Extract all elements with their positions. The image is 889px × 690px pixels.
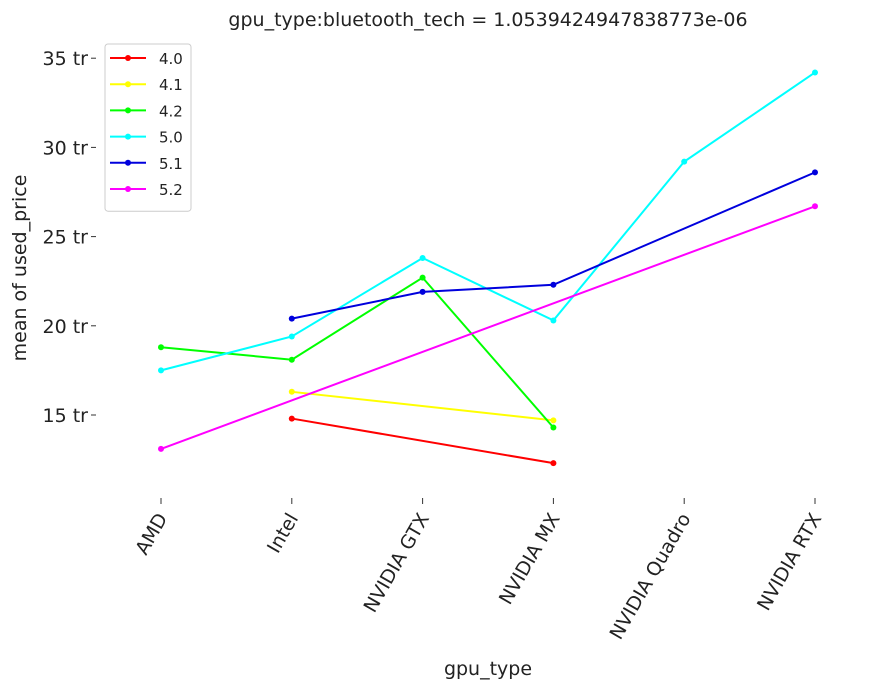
legend-label: 4.1 [159,76,183,94]
legend-label: 4.2 [159,102,183,120]
data-point [158,367,164,374]
plot-area [158,69,818,467]
data-point [681,158,688,165]
data-point [288,333,295,340]
series-5.2 [158,203,818,452]
legend-item: 4.1 [110,76,183,94]
legend-label: 5.1 [159,155,183,173]
data-point [158,445,164,452]
series-line [160,71,816,372]
legend: 4.0 4.1 4.2 5.0 5.1 5.2 [104,43,192,212]
legend-label: 5.0 [159,129,183,147]
series-line [291,417,554,465]
data-point [812,203,818,210]
legend-item: 5.2 [110,181,183,199]
chart-title: gpu_type:bluetooth_tech = 1.053942494783… [228,9,747,31]
data-point [288,315,295,322]
legend-item: 4.2 [110,102,183,120]
data-point [550,317,557,324]
legend-marker [125,107,131,114]
y-tick-label: 25 tr [43,227,89,249]
legend-label: 5.2 [159,181,183,199]
legend-marker [125,186,131,192]
data-point [288,388,295,395]
legend-item: 5.0 [110,129,183,147]
x-tick-label: AMD [131,510,172,559]
data-point [812,69,818,76]
series-line [160,276,555,429]
y-tick-label: 15 tr [43,405,89,427]
x-tick-label: NVIDIA Quadro [606,510,696,644]
x-tick-label: NVIDIA GTX [359,510,433,617]
data-point [550,281,557,288]
legend-label: 4.0 [159,50,183,68]
y-tick-label: 20 tr [43,316,89,338]
y-tick-label: 35 tr [43,48,89,70]
x-tick-label: Intel [263,510,303,557]
data-point [158,344,164,351]
series-4.0 [288,415,557,467]
data-point [419,288,426,295]
legend-marker [125,133,131,140]
x-axis-label: gpu_type [444,658,532,680]
series-line [291,171,816,320]
data-point [288,415,295,422]
series-5.1 [288,169,818,322]
x-axis: AMD Intel NVIDIA GTX NVIDIA MX NVIDIA Quadro… [131,498,826,643]
series-line [291,390,554,422]
x-tick-label: NVIDIA RTX [753,510,826,615]
series-line [160,205,816,450]
data-point [419,274,426,281]
legend-item: 4.0 [110,50,183,68]
y-axis-label: mean of used_price [9,175,31,362]
y-axis: 15 tr 20 tr 25 tr 30 tr 35 tr [43,48,96,427]
data-point [550,417,557,424]
legend-marker [125,55,131,61]
legend-marker [125,81,131,88]
y-tick-label: 30 tr [43,137,89,159]
legend-item: 5.1 [110,155,183,173]
x-tick-label: NVIDIA MX [495,510,565,609]
data-point [419,255,426,262]
series-4.1 [288,388,557,424]
data-point [812,169,818,176]
data-point [550,460,557,467]
data-point [288,356,295,363]
legend-marker [125,159,131,166]
data-point [550,424,557,431]
